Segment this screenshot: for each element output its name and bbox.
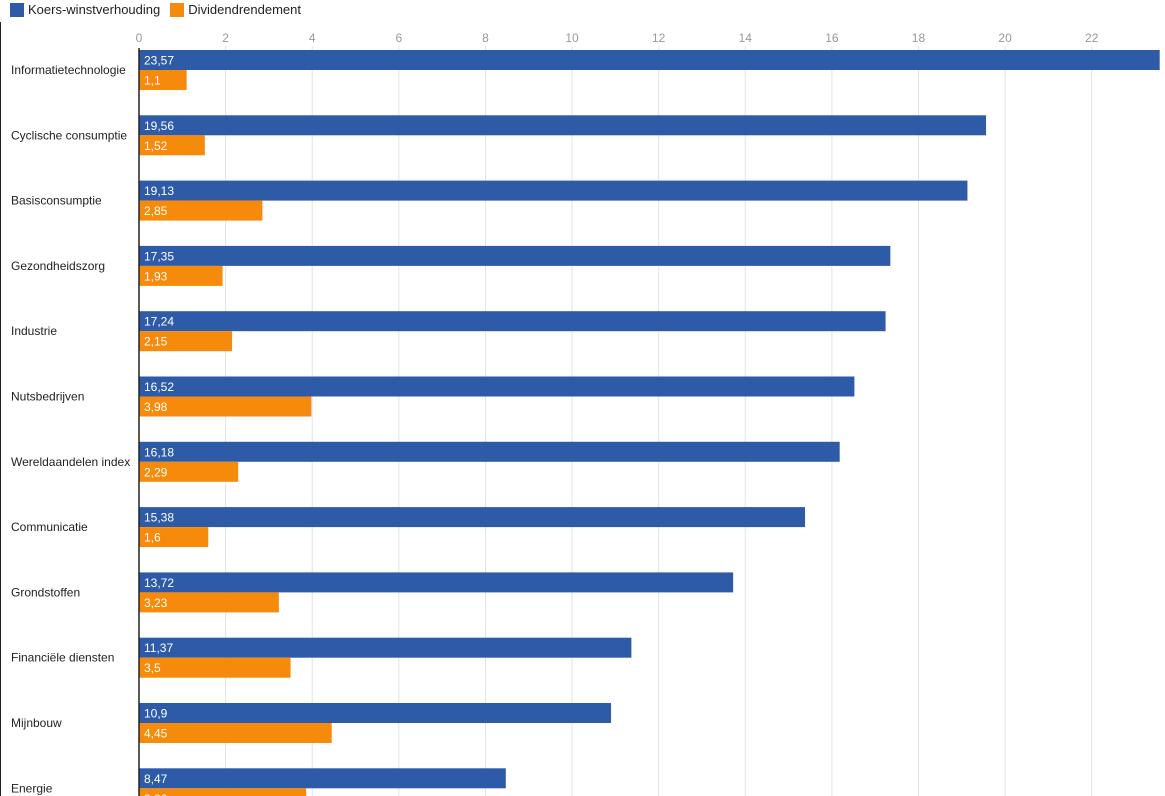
pe-value-label: 15,38 (144, 511, 174, 525)
pe-bar (139, 50, 1160, 70)
x-tick-label: 18 (912, 31, 926, 45)
legend-swatch-dividend (170, 2, 185, 17)
dividend-value-label: 3,5 (144, 661, 161, 675)
dividend-bar (139, 265, 223, 286)
dividend-bar (139, 657, 291, 678)
pe-value-label: 16,18 (144, 445, 174, 459)
legend-label-dividend: Dividendrendement (188, 2, 301, 17)
category-label: Cyclische consumptie (11, 128, 127, 142)
pe-bar (139, 768, 506, 789)
category-label: Basisconsumptie (11, 194, 102, 208)
dividend-value-label: 1,6 (144, 531, 161, 545)
pe-value-label: 11,37 (144, 641, 173, 655)
pe-bar (139, 637, 632, 658)
x-tick-label: 8 (482, 31, 489, 45)
dividend-value-label: 3,86 (144, 792, 168, 796)
dividend-value-label: 2,85 (144, 204, 168, 218)
category-label: Industrie (11, 324, 57, 338)
dividend-value-label: 2,15 (144, 335, 168, 349)
x-tick-label: 10 (565, 31, 579, 45)
dividend-bar (139, 461, 239, 482)
pe-value-label: 19,13 (144, 184, 174, 198)
pe-bar (139, 507, 806, 528)
dividend-bar (139, 527, 209, 548)
dividend-value-label: 2,29 (144, 465, 168, 479)
pe-bar (139, 703, 612, 723)
category-label: Mijnbouw (11, 716, 62, 730)
legend: Koers-winstverhouding Dividendrendement (10, 2, 311, 17)
pe-value-label: 10,9 (144, 707, 168, 721)
x-tick-label: 22 (1085, 31, 1099, 45)
category-label: Informatietechnologie (11, 63, 126, 77)
category-label: Wereldaandelen index (11, 455, 130, 469)
dividend-value-label: 3,23 (144, 596, 168, 610)
pe-value-label: 13,72 (144, 576, 174, 590)
x-tick-label: 6 (395, 31, 402, 45)
category-label: Energie (11, 781, 53, 795)
pe-value-label: 16,52 (144, 380, 174, 394)
x-tick-label: 20 (998, 31, 1012, 45)
pe-value-label: 8,47 (144, 772, 168, 786)
pe-value-label: 23,57 (144, 54, 174, 68)
dividend-bar (139, 135, 205, 156)
dividend-bar (139, 396, 312, 417)
pe-bar (139, 441, 840, 462)
pe-bar (139, 180, 968, 201)
legend-item-dividend[interactable]: Dividendrendement (170, 2, 301, 17)
dividend-value-label: 1,93 (144, 269, 168, 283)
dividend-bar (139, 788, 307, 796)
pe-bar (139, 115, 987, 136)
legend-label-pe: Koers-winstverhouding (28, 2, 161, 17)
x-tick-label: 16 (825, 31, 839, 45)
dividend-bar (139, 70, 187, 90)
legend-swatch-pe (10, 2, 24, 17)
pe-value-label: 19,56 (144, 119, 174, 133)
pe-bar (139, 311, 886, 332)
pe-bar (139, 376, 855, 397)
category-label: Nutsbedrijven (11, 390, 84, 404)
pe-value-label: 17,35 (144, 249, 174, 263)
dividend-bar (139, 592, 279, 613)
x-tick-label: 0 (136, 31, 143, 45)
pe-bar (139, 245, 891, 266)
legend-item-pe[interactable]: Koers-winstverhouding (10, 2, 160, 17)
x-tick-label: 2 (222, 31, 229, 45)
x-tick-label: 12 (652, 31, 666, 45)
category-label: Communicatie (11, 520, 88, 534)
dividend-bar (139, 331, 233, 352)
dividend-bar (139, 723, 332, 743)
dividend-value-label: 4,45 (144, 727, 168, 741)
pe-value-label: 17,24 (144, 315, 174, 329)
category-label: Grondstoffen (11, 585, 80, 599)
x-tick-label: 4 (309, 31, 316, 45)
dividend-value-label: 1,1 (144, 74, 161, 88)
category-label: Gezondheidszorg (11, 259, 105, 273)
pe-bar (139, 572, 734, 593)
category-label: Financiële diensten (11, 651, 114, 665)
dividend-bar (139, 200, 263, 221)
dividend-value-label: 1,52 (144, 139, 168, 153)
dividend-value-label: 3,98 (144, 400, 168, 414)
x-tick-label: 14 (739, 31, 753, 45)
